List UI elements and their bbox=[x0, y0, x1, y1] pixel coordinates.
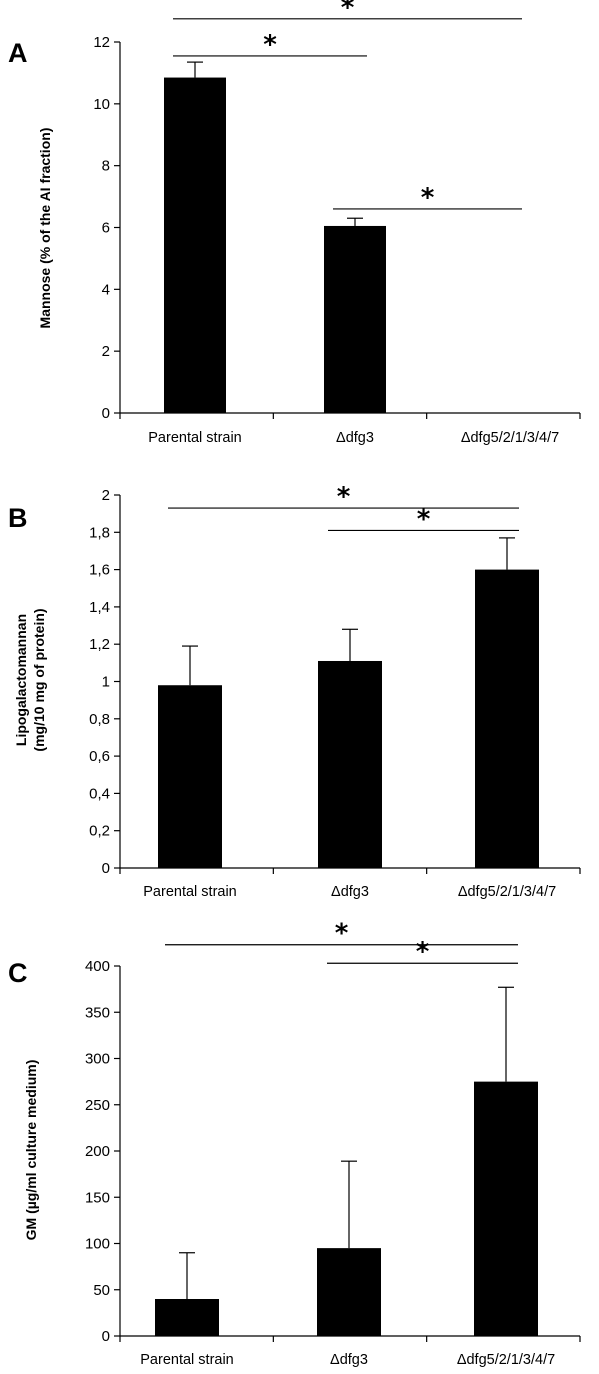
panel-c-bars bbox=[155, 1081, 538, 1336]
panel-a-y-tick-label: 12 bbox=[93, 34, 110, 51]
panel-b-y-tick-label: 2 bbox=[102, 487, 110, 504]
panel-a-bars bbox=[164, 77, 386, 413]
panel-c-category-label: Δdfg3 bbox=[330, 1352, 368, 1368]
panel-a-y-tick-label: 6 bbox=[102, 220, 110, 237]
panel-b-y-label-line1: Lipogalactomannan bbox=[13, 614, 29, 746]
panel-b-bars bbox=[158, 569, 539, 868]
panel-a-y-tick-label: 2 bbox=[102, 343, 110, 360]
panel-c-y-label: GM (µg/ml culture medium) bbox=[23, 1060, 39, 1241]
panel-a: A * * * 0 2 4 6 8 10 12 Parental strain Δdfg3 Δdfg… bbox=[8, 0, 581, 446]
panel-b-bar bbox=[158, 685, 222, 868]
panel-a-y-tick-label: 0 bbox=[102, 405, 110, 422]
panel-a-category-label: Parental strain bbox=[148, 430, 242, 446]
panel-a-y-axis bbox=[114, 41, 121, 414]
panel-b-x-axis bbox=[119, 867, 581, 874]
panel-b-y-tick-label: 0,6 bbox=[89, 748, 110, 765]
panel-c-bar bbox=[317, 1248, 381, 1336]
panel-b-significance: ** bbox=[168, 482, 519, 534]
panel-c-significance-star: * bbox=[335, 919, 349, 949]
panel-c-x-axis bbox=[119, 1335, 581, 1342]
panel-b-letter: B bbox=[8, 503, 28, 533]
panel-b-y-tick-label: 0,4 bbox=[89, 785, 110, 802]
panel-a-x-axis bbox=[119, 412, 581, 419]
panel-b-y-label-line2: (mg/10 mg of protein) bbox=[31, 608, 47, 751]
panel-a-y-tick-label: 8 bbox=[102, 158, 110, 175]
panel-a-y-label: Mannose (% of the AI fraction) bbox=[37, 128, 53, 329]
panel-c-category-labels: Parental strain Δdfg3 Δdfg5/2/1/3/4/7 bbox=[140, 1352, 555, 1368]
panel-c-y-tick-label: 250 bbox=[85, 1097, 110, 1114]
panel-c-y-tick-label: 150 bbox=[85, 1189, 110, 1206]
panel-b-y-tick-label: 1,6 bbox=[89, 562, 110, 579]
panel-c-significance-star: * bbox=[416, 937, 430, 967]
panel-c-category-label: Parental strain bbox=[140, 1352, 234, 1368]
panel-c-y-tick-label: 100 bbox=[85, 1236, 110, 1253]
panel-a-bar bbox=[164, 77, 226, 413]
panel-c-y-tick-label: 400 bbox=[85, 958, 110, 975]
panel-b-significance-star: * bbox=[417, 504, 431, 534]
panel-a-error-bars bbox=[187, 61, 363, 226]
panel-b-y-tick-label: 0,8 bbox=[89, 711, 110, 728]
panel-c-category-label: Δdfg5/2/1/3/4/7 bbox=[457, 1352, 555, 1368]
panel-a-y-tick-label: 10 bbox=[93, 96, 110, 113]
panel-b-category-label: Δdfg3 bbox=[331, 884, 369, 900]
panel-b-tick-labels: 0 0,2 0,4 0,6 0,8 1 1,2 1,4 1,6 1,8 2 bbox=[89, 487, 110, 877]
panel-c-error-bars bbox=[179, 986, 514, 1299]
panel-b-significance-star: * bbox=[337, 482, 351, 512]
panel-c-y-tick-label: 300 bbox=[85, 1051, 110, 1068]
panel-b-category-labels: Parental strain Δdfg3 Δdfg5/2/1/3/4/7 bbox=[143, 884, 556, 900]
panel-a-category-label: Δdfg5/2/1/3/4/7 bbox=[461, 430, 559, 446]
panel-b-category-label: Parental strain bbox=[143, 884, 237, 900]
panel-a-y-tick-label: 4 bbox=[102, 281, 110, 298]
panel-c-bar bbox=[155, 1299, 219, 1336]
panel-c-y-tick-label: 50 bbox=[93, 1282, 110, 1299]
panel-b-bar bbox=[475, 569, 539, 868]
panel-a-letter: A bbox=[8, 38, 28, 68]
panel-b-y-tick-label: 1,2 bbox=[89, 636, 110, 653]
panel-b-bar bbox=[318, 660, 382, 868]
panel-b-error-bars bbox=[182, 537, 515, 686]
panel-a-significance: * * * bbox=[173, 0, 522, 213]
panel-b-category-label: Δdfg5/2/1/3/4/7 bbox=[458, 884, 556, 900]
panel-c-y-tick-label: 200 bbox=[85, 1143, 110, 1160]
panel-b-y-tick-label: 1 bbox=[102, 674, 110, 691]
panel-c-letter: C bbox=[8, 958, 28, 988]
panel-c-y-axis bbox=[114, 965, 121, 1337]
panel-a-bar bbox=[324, 225, 386, 413]
panel-a-significance-star: * bbox=[263, 30, 277, 60]
panel-c-bar bbox=[474, 1081, 538, 1336]
panel-b: B ** 00,20,40,60,811,21,41,61,82 Parenta… bbox=[8, 482, 581, 900]
panel-a-category-labels: Parental strain Δdfg3 Δdfg5/2/1/3/4/7 bbox=[148, 430, 559, 446]
panel-a-tick-labels: 0 2 4 6 8 10 12 bbox=[93, 34, 110, 422]
panel-c-y-tick-label: 0 bbox=[102, 1328, 110, 1345]
panel-b-y-axis bbox=[114, 494, 121, 869]
panel-b-y-tick-label: 1,8 bbox=[89, 524, 110, 541]
panel-b-y-tick-label: 0,2 bbox=[89, 823, 110, 840]
panel-b-y-tick-label: 0 bbox=[102, 860, 110, 877]
panel-c-tick-labels: 0 50 100 150 200 250 300 350 400 bbox=[85, 958, 110, 1345]
panel-b-y-tick-label: 1,4 bbox=[89, 599, 110, 616]
panel-c-y-tick-label: 350 bbox=[85, 1004, 110, 1021]
panel-a-significance-star: * bbox=[341, 0, 355, 23]
panel-a-category-label: Δdfg3 bbox=[336, 430, 374, 446]
panel-c-significance: ** bbox=[165, 919, 518, 967]
panel-a-significance-star: * bbox=[421, 183, 435, 213]
